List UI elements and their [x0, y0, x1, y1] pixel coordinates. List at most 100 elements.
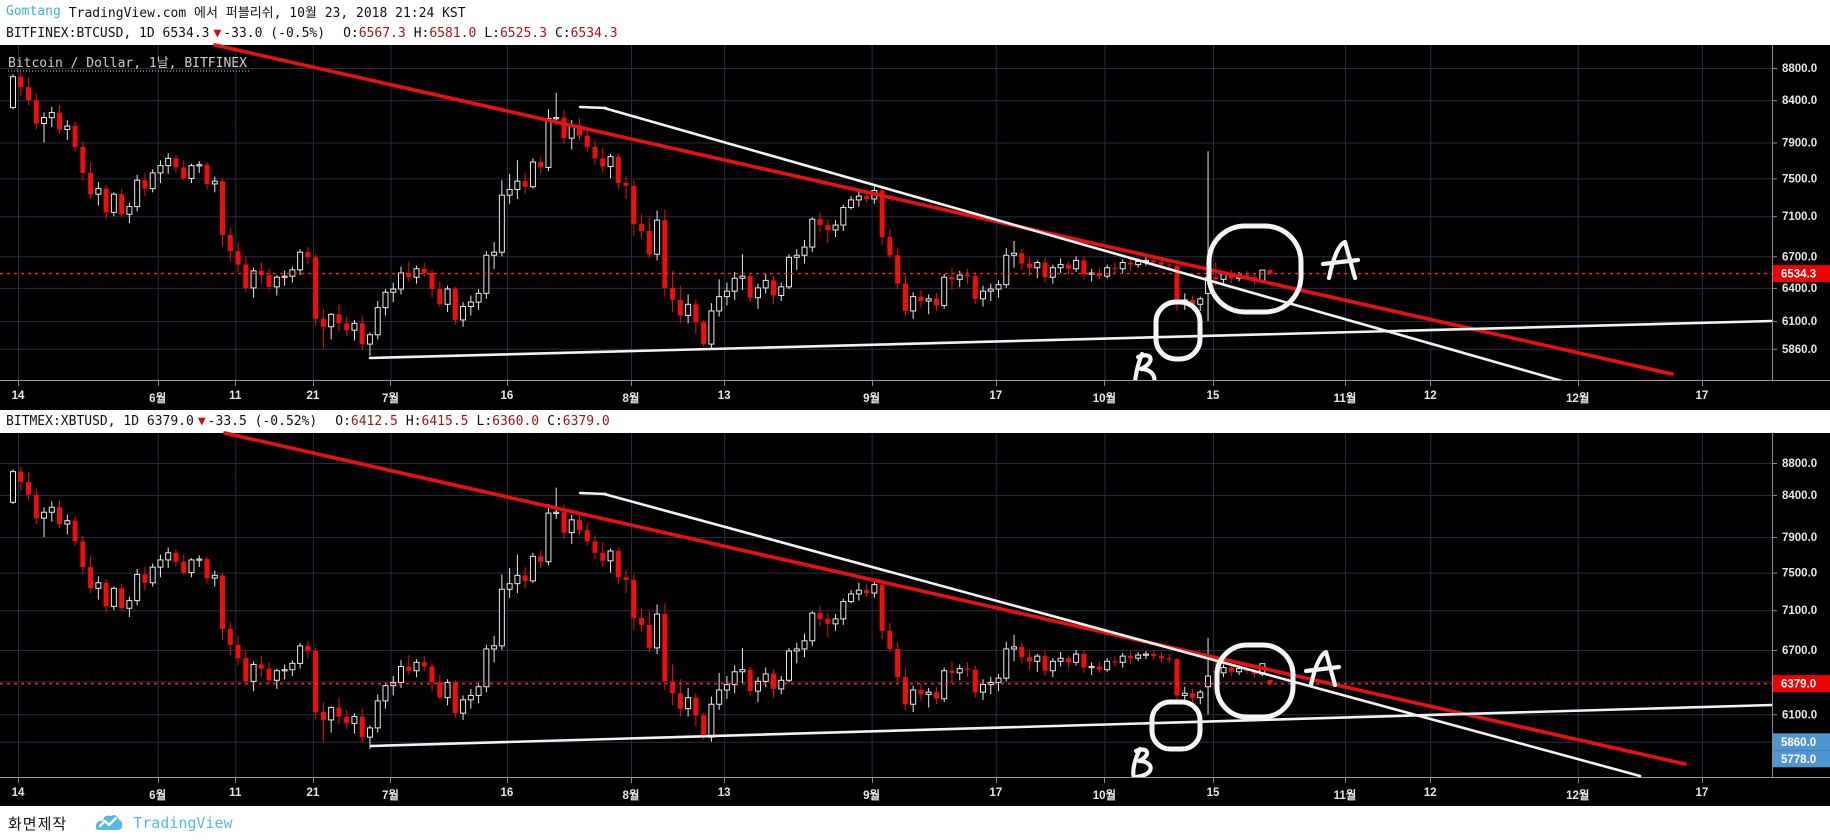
date-tick-label: 11 — [229, 787, 242, 799]
date-tick-label: 7월 — [381, 393, 399, 405]
date-tick-label: 21 — [306, 787, 320, 799]
chart-legend[interactable]: Bitcoin / Dollar, 1날, BITFINEX — [8, 56, 247, 71]
date-axis-bitmex[interactable]: 14 6월 11 21 7월 16 8월 13 9월 17 10월 15 11월 12 12월 17 — [0, 777, 1830, 806]
date-tick-label: 17 — [1695, 787, 1709, 799]
date-tick-label: 21 — [306, 390, 320, 402]
chart-bitmex-plot[interactable]: 8800.08400.07900.07500.07100.06700.06400… — [0, 431, 1830, 781]
price-tick-label: 7900.0 — [1782, 532, 1817, 544]
price-tick-label: 7100.0 — [1782, 605, 1817, 617]
date-tick-mark — [1430, 381, 1432, 386]
price-change: -33.0 (-0.5%) — [223, 26, 326, 41]
date-tick-mark — [631, 778, 633, 783]
price-tick-label: 7500.0 — [1782, 568, 1817, 580]
gridlines — [0, 45, 1772, 380]
date-tick-mark — [18, 381, 19, 386]
white-trendline-start-stub[interactable] — [578, 491, 608, 496]
date-tick-mark — [724, 381, 726, 386]
annotation-circle-b[interactable] — [1149, 699, 1203, 752]
annotation-letter-b[interactable] — [1131, 746, 1153, 781]
date-tick-label: 13 — [717, 390, 731, 402]
date-tick-mark — [1213, 381, 1215, 386]
tradingview-brand-link[interactable]: TradingView — [133, 814, 233, 832]
price-axis[interactable]: 8800.08400.07900.07500.07100.06700.06400… — [1772, 45, 1830, 380]
tradingview-logo-icon[interactable] — [93, 812, 123, 834]
date-tick-mark — [235, 381, 237, 386]
date-tick-mark — [506, 778, 508, 783]
annotation-letter-a[interactable] — [1303, 649, 1342, 688]
date-tick-label: 6월 — [149, 393, 167, 405]
red-descending-trendline[interactable] — [213, 43, 1674, 376]
author-link[interactable]: Gomtang — [6, 3, 61, 19]
date-tick-label: 14 — [11, 787, 25, 799]
annotation-circle-b[interactable] — [1153, 299, 1203, 362]
price-tick-label: 6100.0 — [1782, 709, 1817, 721]
chart-bitfinex-plot[interactable]: 8800.0 8400.0 7900.0 7500.0 7100.0 6700.0 6400… — [0, 43, 1830, 400]
date-tick-label: 7월 — [381, 790, 399, 802]
date-tick-label: 12 — [1423, 787, 1437, 799]
date-tick-label: 11월 — [1333, 393, 1357, 405]
symbol-header-bitfinex: BITFINEX:BTCUSD, 1D 6534.3 ▼ -33.0 (-0.5%)… — [0, 22, 1830, 45]
date-tick-mark — [1213, 778, 1215, 783]
date-tick-mark — [724, 778, 726, 783]
price-tick-label: 7900.0 — [1782, 138, 1817, 150]
annotation-circle-a[interactable] — [1206, 223, 1304, 315]
candles-layer — [10, 71, 1273, 356]
gridlines — [0, 433, 1772, 777]
candles-layer — [10, 466, 1273, 749]
date-tick-mark — [312, 381, 314, 386]
white-trendline-start-stub[interactable] — [578, 105, 608, 110]
white-descending-trendline[interactable] — [602, 106, 1592, 391]
annotation-letter-a[interactable] — [1320, 239, 1361, 281]
price-tick-label: 6400.0 — [1782, 283, 1817, 295]
date-tick-mark — [235, 778, 237, 783]
price-tick-label: 8400.0 — [1782, 95, 1817, 107]
date-tick-mark — [312, 778, 314, 783]
bitfinex-canvas[interactable]: 8800.0 8400.0 7900.0 7500.0 7100.0 6700.0 6400… — [0, 43, 1830, 400]
date-tick-mark — [1344, 778, 1346, 783]
date-tick-mark — [1577, 778, 1579, 783]
ohlc-value: 6525.3 — [499, 26, 547, 41]
white-support-line[interactable] — [368, 319, 1774, 360]
date-tick-mark — [18, 778, 19, 783]
date-tick-mark — [1577, 381, 1579, 386]
price-tick-label: 6700.0 — [1782, 645, 1817, 657]
price-tick-label: 7500.0 — [1782, 173, 1817, 185]
bitmex-canvas[interactable]: 8800.08400.07900.07500.07100.06700.06400… — [0, 431, 1830, 781]
ohlc-key: O: — [335, 414, 351, 429]
ohlc-value: 6360.0 — [492, 414, 540, 429]
price-axis[interactable]: 8800.08400.07900.07500.07100.06700.06400… — [1772, 433, 1830, 777]
red-descending-trendline[interactable] — [223, 431, 1687, 766]
date-tick-mark — [631, 381, 633, 386]
date-tick-label: 6월 — [149, 790, 167, 802]
date-tick-label: 17 — [989, 787, 1003, 799]
level-price-tag: 5860.0 — [1773, 733, 1830, 751]
date-tick-mark — [1701, 381, 1703, 386]
white-support-line[interactable] — [369, 703, 1774, 748]
svg-text:5860.0: 5860.0 — [1781, 737, 1816, 749]
price-tick-label: 7100.0 — [1782, 211, 1817, 223]
date-tick-mark — [1104, 778, 1106, 783]
ohlc-key: L: — [484, 26, 500, 41]
publish-text: TradingView.com 에서 퍼블리쉬, 10월 23, 2018 21… — [68, 5, 466, 21]
ohlc-key: L: — [476, 414, 493, 429]
date-axis-bitfinex[interactable]: 14 6월 11 21 7월 16 8월 13 9월 17 10월 15 11월 12 12월 17 — [0, 380, 1830, 410]
ohlc-key: C: — [547, 414, 563, 429]
date-tick-mark — [1430, 778, 1432, 783]
ohlc-value: 6567.3 — [358, 26, 406, 41]
date-tick-label: 12월 — [1566, 790, 1590, 802]
ohlc-key: C: — [554, 26, 571, 41]
ohlc-key: H: — [413, 26, 430, 41]
annotation-circle-a[interactable] — [1214, 642, 1296, 720]
date-tick-label: 17 — [1695, 390, 1709, 402]
level-price-tag: 5778.0 — [1773, 750, 1830, 768]
ohlc-value: 6379.0 — [562, 414, 610, 429]
date-tick-mark — [390, 381, 392, 386]
price-tick-label: 8400.0 — [1782, 490, 1817, 502]
date-tick-label: 16 — [500, 390, 514, 402]
date-tick-label: 11 — [229, 390, 242, 402]
ohlc-value: 6415.5 — [421, 414, 469, 429]
white-descending-trendline[interactable] — [602, 492, 1642, 778]
price-change: -33.5 (-0.52%) — [207, 414, 318, 429]
price-tick-label: 6100.0 — [1782, 316, 1817, 328]
